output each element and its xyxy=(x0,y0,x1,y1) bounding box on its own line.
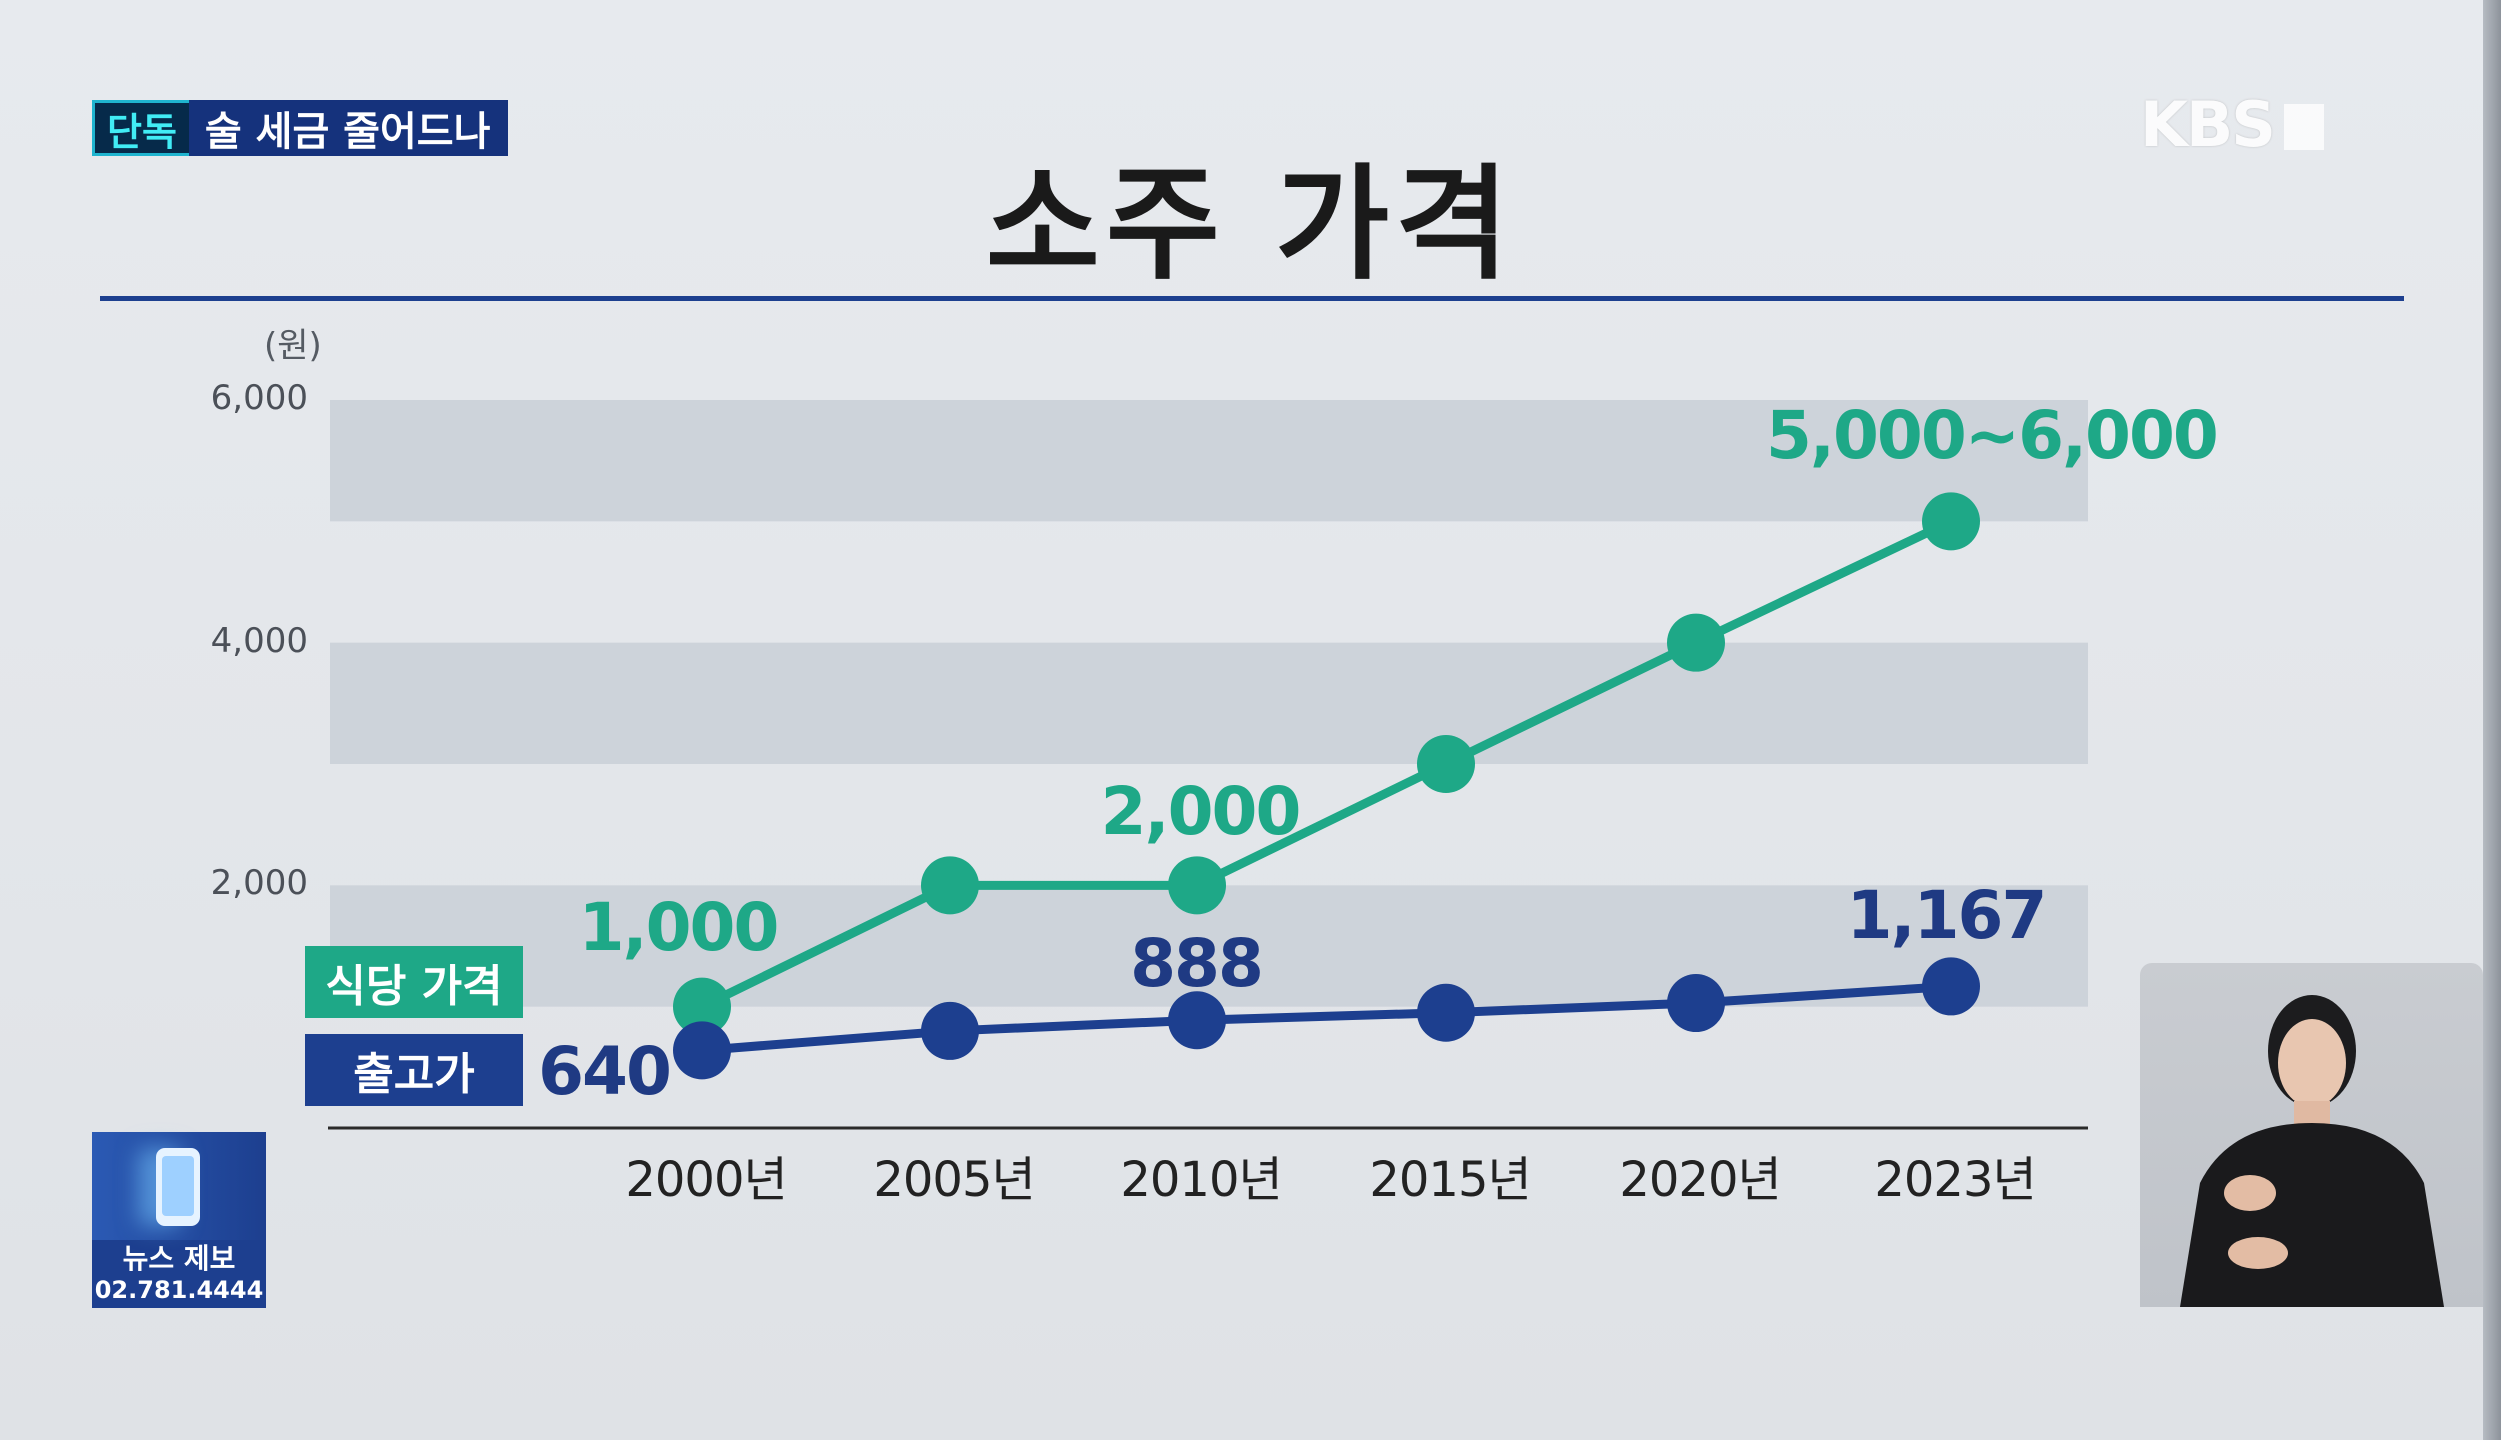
data-label: 1,167 xyxy=(1846,877,2048,954)
tip-icon-area xyxy=(92,1132,266,1240)
data-point-s1-3 xyxy=(1417,983,1475,1042)
data-point-s1-0 xyxy=(673,1021,731,1080)
unit-label: (원) xyxy=(264,326,322,366)
data-point-s0-3 xyxy=(1417,735,1475,793)
y-tick-label: 4,000 xyxy=(210,620,308,661)
x-tick-label: 2023년 xyxy=(1874,1152,2036,1208)
chart-title: 소주 가격 xyxy=(985,153,1516,297)
series-line-0 xyxy=(700,517,1953,1011)
data-label: 1,000 xyxy=(578,889,780,966)
data-label: 888 xyxy=(1130,925,1264,1002)
data-point-s1-2 xyxy=(1168,991,1226,1050)
data-point-s0-4 xyxy=(1667,613,1725,672)
data-point-s1-5 xyxy=(1922,957,1980,1016)
data-label: 5,000~6,000 xyxy=(1766,397,2219,474)
x-tick-label: 2000년 xyxy=(625,1152,787,1208)
x-tick-label: 2015년 xyxy=(1369,1152,1531,1208)
sign-language-interpreter xyxy=(2140,963,2483,1307)
legend-restaurant-price: 식당 가격 xyxy=(305,946,523,1018)
caption-title: 술 세금 줄어드나 xyxy=(188,100,509,156)
x-tick-label: 2010년 xyxy=(1120,1152,1282,1208)
news-tip-label: 뉴스 제보 xyxy=(122,1242,236,1275)
x-tick-label: 2005년 xyxy=(873,1152,1035,1208)
data-point-s0-5 xyxy=(1922,492,1980,551)
caption-tag: 단독 xyxy=(92,100,189,156)
grid-band-0 xyxy=(330,400,2088,522)
grid-band-1 xyxy=(330,642,2088,764)
phone-icon xyxy=(156,1148,200,1226)
screen-edge xyxy=(2483,0,2501,1440)
y-tick-label: 6,000 xyxy=(210,378,308,418)
data-point-s1-4 xyxy=(1667,974,1725,1033)
data-point-s0-2 xyxy=(1168,856,1226,915)
news-tip-box[interactable]: 뉴스 제보 02.781.4444 xyxy=(92,1132,266,1308)
data-point-s0-0 xyxy=(673,977,731,1036)
x-tick-label: 2020년 xyxy=(1619,1152,1781,1208)
data-point-s0-1 xyxy=(921,856,979,915)
news-caption: 단독 술 세금 줄어드나 xyxy=(92,100,509,156)
logo-channel-mark xyxy=(2283,104,2324,150)
data-label: 2,000 xyxy=(1100,773,1302,850)
news-tip-number: 02.781.4444 xyxy=(94,1276,264,1304)
logo-text: KBS xyxy=(2140,88,2276,161)
series-line-1 xyxy=(701,981,1952,1055)
broadcaster-logo: KBS xyxy=(2140,88,2324,161)
data-point-s1-1 xyxy=(921,1001,979,1060)
title-rule xyxy=(100,296,2404,301)
data-label: 640 xyxy=(538,1033,672,1110)
legend-factory-price: 출고가 xyxy=(305,1034,523,1106)
interpreter-figure xyxy=(2180,995,2444,1307)
y-tick-label: 2,000 xyxy=(210,863,308,904)
